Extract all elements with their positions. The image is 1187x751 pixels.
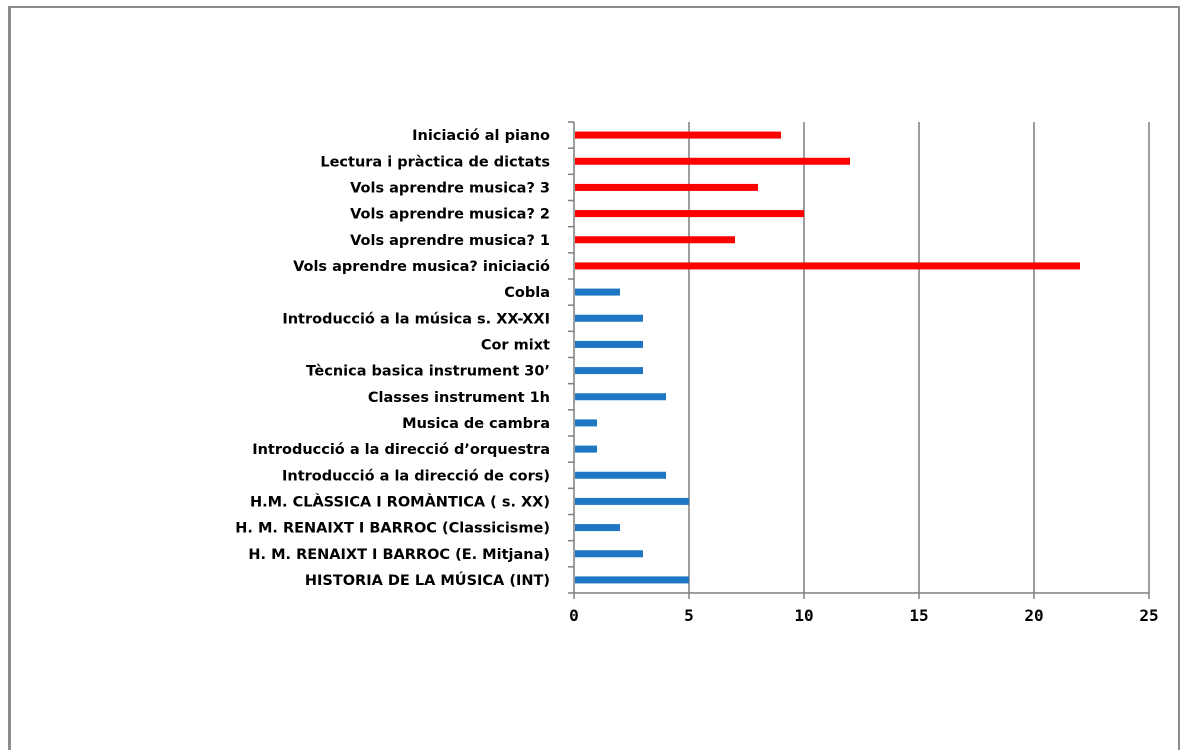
x-tick-label: 0 xyxy=(569,606,579,625)
bar xyxy=(575,157,850,165)
bar xyxy=(575,393,666,401)
category-label: Cobla xyxy=(504,285,550,301)
bar xyxy=(575,183,758,191)
bar xyxy=(575,576,689,584)
chart-frame xyxy=(8,6,1180,750)
category-label: HISTORIA DE LA MÚSICA (INT) xyxy=(305,571,550,589)
bar xyxy=(575,497,689,505)
category-label: Vols aprendre musica? 2 xyxy=(350,207,550,223)
category-label: H.M. CLÀSSICA I ROMÀNTICA ( s. XX) xyxy=(250,493,550,510)
category-label: Vols aprendre musica? iniciació xyxy=(293,259,550,275)
bar xyxy=(575,288,620,296)
category-label: Introducció a la direcció de cors) xyxy=(282,468,550,484)
bar xyxy=(575,236,735,244)
bar xyxy=(575,367,643,375)
category-label: H. M. RENAIXT I BARROC (E. Mitjana) xyxy=(248,547,550,563)
category-label: Vols aprendre musica? 3 xyxy=(350,180,550,196)
bar xyxy=(575,340,643,348)
category-label: H. M. RENAIXT I BARROC (Classicisme) xyxy=(235,521,550,537)
category-label: Tècnica basica instrument 30’ xyxy=(306,364,550,380)
bar xyxy=(575,445,597,453)
x-tick-label: 10 xyxy=(794,606,813,625)
x-tick-label: 15 xyxy=(909,606,928,625)
bar xyxy=(575,550,643,558)
x-tick-label: 5 xyxy=(684,606,694,625)
x-tick-label: 25 xyxy=(1139,606,1158,625)
category-label: Introducció a la música s. XX-XXI xyxy=(282,311,550,327)
bar xyxy=(575,210,804,218)
category-label: Lectura i pràctica de dictats xyxy=(320,154,550,170)
bar xyxy=(575,131,781,139)
category-label: Musica de cambra xyxy=(402,416,550,432)
category-label: Cor mixt xyxy=(481,337,550,353)
bar xyxy=(575,471,666,479)
category-label: Vols aprendre musica? 1 xyxy=(350,233,550,249)
bar xyxy=(575,524,620,532)
bar xyxy=(575,262,1080,270)
category-label: Iniciació al piano xyxy=(412,128,550,144)
category-label: Introducció a la direcció d’orquestra xyxy=(252,442,550,458)
x-tick-label: 20 xyxy=(1024,606,1043,625)
bar xyxy=(575,314,643,322)
category-label: Classes instrument 1h xyxy=(368,390,550,406)
bar xyxy=(575,419,597,427)
